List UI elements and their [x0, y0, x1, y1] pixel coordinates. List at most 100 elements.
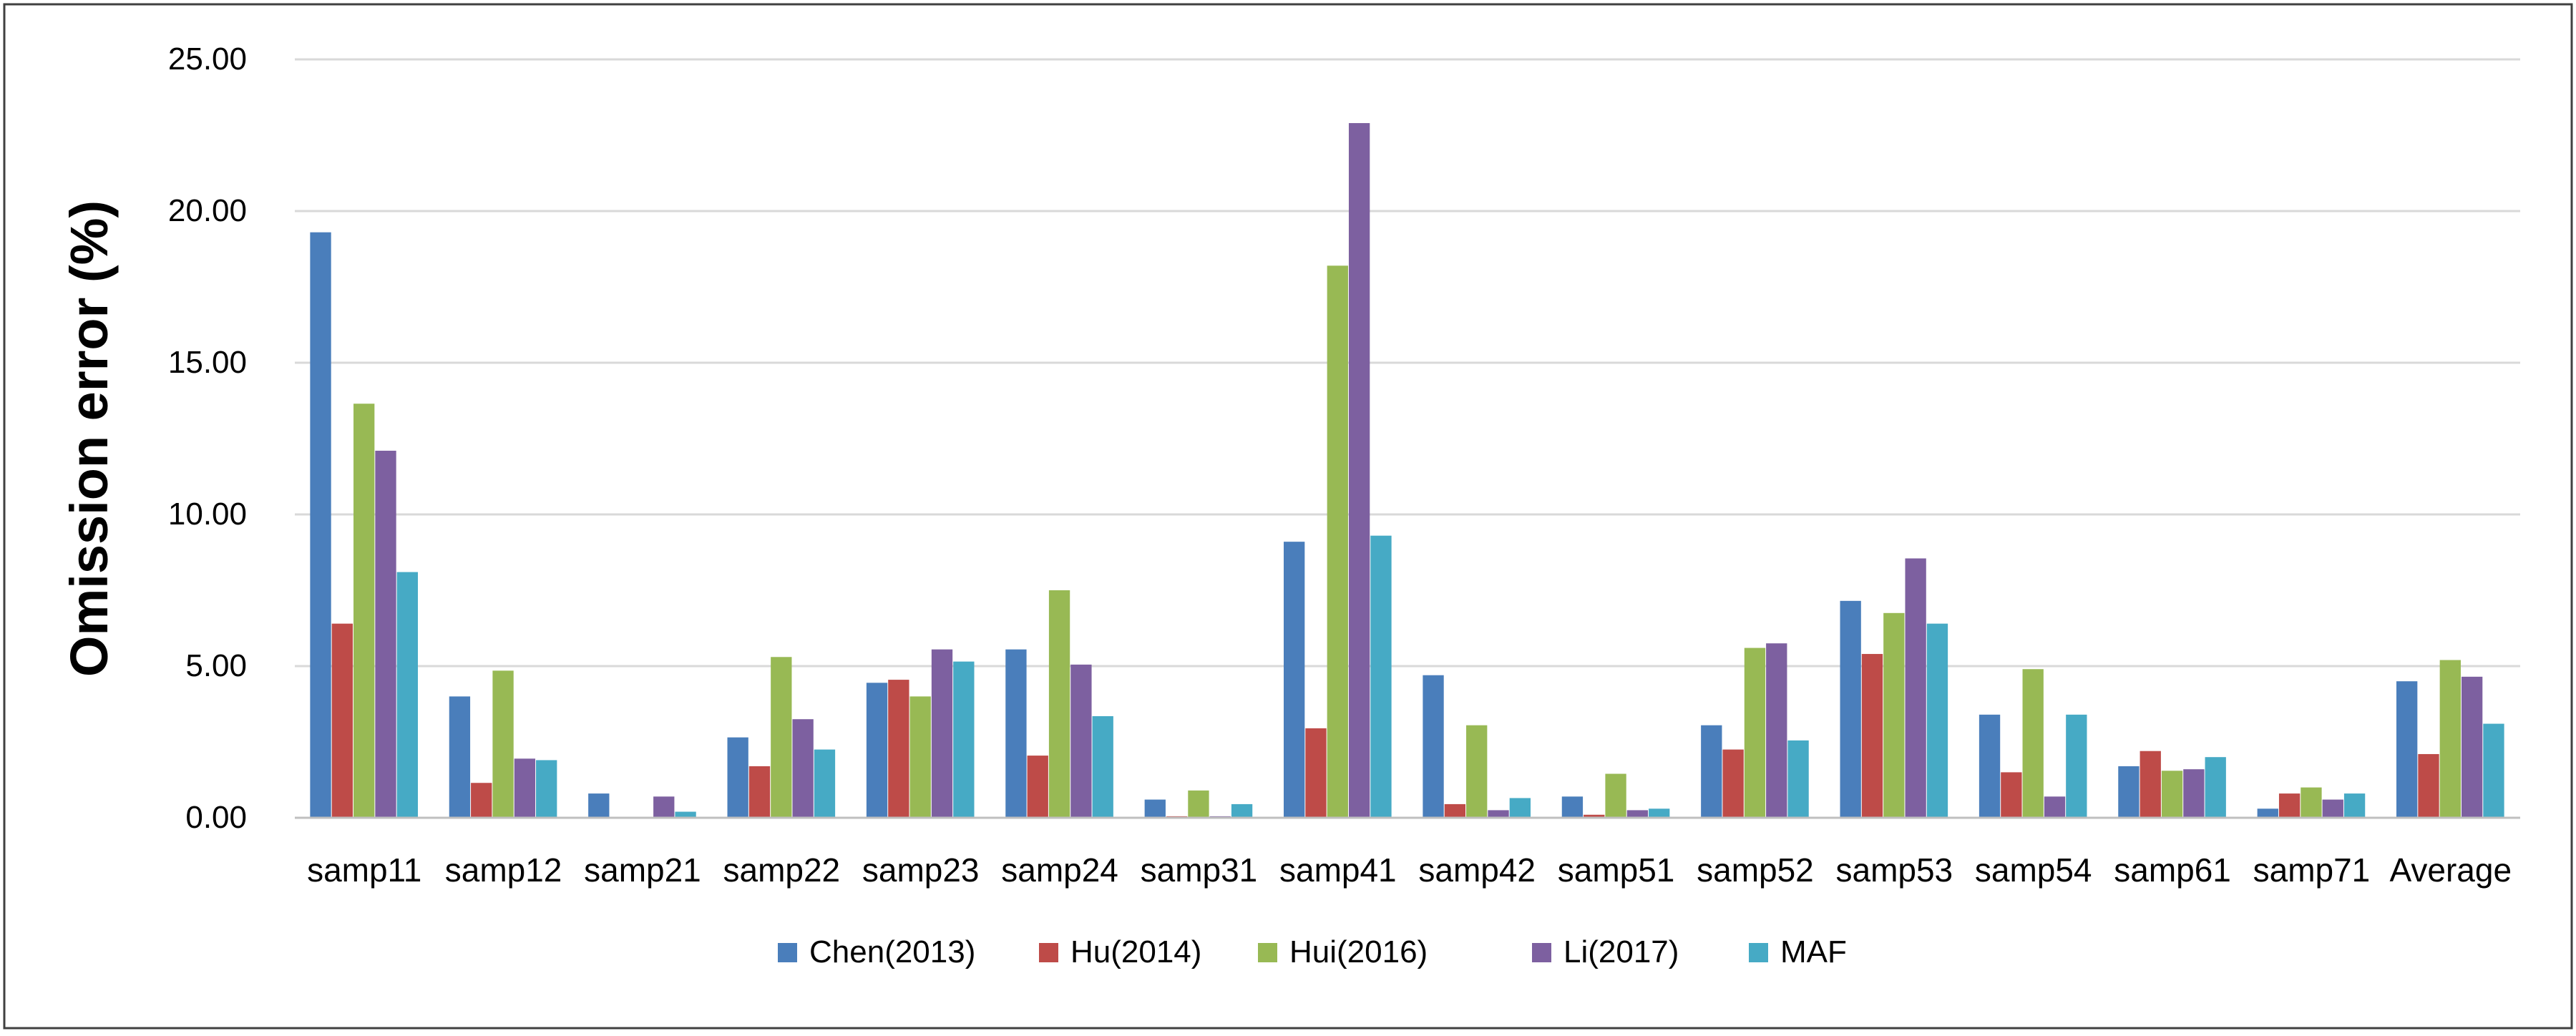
y-tick-label: 25.00	[168, 41, 247, 77]
bar-chen-2013-samp11	[310, 232, 331, 818]
bar-hu-2014-samp53	[1861, 654, 1883, 818]
bar-chen-2013-samp61	[2118, 766, 2140, 818]
x-tick-label: samp54	[1975, 851, 2092, 889]
bar-hu-2014-samp71	[2278, 793, 2301, 818]
bar-chen-2013-average	[2396, 681, 2418, 818]
x-tick-label: samp42	[1418, 851, 1536, 889]
bar-hu-2014-samp52	[1722, 749, 1744, 818]
x-tick-label: samp41	[1279, 851, 1397, 889]
bar-hu-2014-samp42	[1444, 803, 1466, 818]
bar-chen-2013-samp71	[2257, 808, 2278, 818]
bar-chen-2013-samp42	[1423, 675, 1444, 818]
bar-hu-2014-samp24	[1027, 756, 1048, 818]
bar-hu-2014-samp23	[888, 680, 909, 818]
x-tick-label: samp23	[862, 851, 980, 889]
y-axis-title: Omission error (%)	[59, 200, 119, 677]
legend-label: Li(2017)	[1563, 934, 1679, 969]
bar-li-2017-samp54	[2044, 796, 2066, 818]
gridlines	[295, 58, 2520, 668]
bar-li-2017-samp23	[931, 649, 953, 818]
bar-hui-2016-average	[2439, 660, 2461, 818]
legend-label: Hu(2014)	[1070, 934, 1201, 969]
x-tick-label: samp12	[445, 851, 562, 889]
y-tick-label: 20.00	[168, 193, 247, 228]
bar-chen-2013-samp23	[866, 683, 888, 818]
legend-swatch	[1749, 943, 1768, 962]
x-tick-label: samp53	[1835, 851, 1953, 889]
bar-chen-2013-samp22	[727, 737, 748, 818]
bar-maf-samp71	[2343, 793, 2366, 818]
bar-li-2017-samp71	[2322, 799, 2343, 818]
bar-chen-2013-samp54	[1979, 714, 2001, 818]
bar-chen-2013-samp53	[1840, 600, 1861, 818]
bar-maf-samp53	[1926, 623, 1948, 818]
bar-hui-2016-samp11	[353, 404, 375, 818]
bar-hu-2014-samp11	[331, 623, 353, 818]
chart-border	[3, 3, 2573, 1030]
bar-hui-2016-samp71	[2301, 787, 2322, 818]
bar-hui-2016-samp24	[1048, 590, 1070, 818]
x-tick-label: samp11	[307, 851, 421, 889]
x-axis-ticks: samp11 samp12 samp21 samp22 samp23 samp24 samp…	[307, 851, 2512, 889]
bar-chen-2013-samp21	[588, 793, 610, 818]
bar-li-2017-samp21	[653, 796, 675, 818]
bar-chen-2013-samp12	[449, 696, 471, 818]
bar-hui-2016-samp51	[1605, 773, 1626, 818]
bar-hui-2016-samp12	[492, 670, 514, 818]
bar-chen-2013-samp51	[1561, 796, 1584, 818]
x-tick-label: samp61	[2114, 851, 2231, 889]
bar-hui-2016-samp31	[1188, 790, 1209, 818]
bar-hu-2014-samp22	[748, 766, 771, 818]
bar-li-2017-samp42	[1488, 810, 1509, 818]
bar-hu-2014-samp51	[1584, 814, 1605, 818]
bar-hu-2014-samp12	[471, 783, 492, 818]
x-tick-label: Average	[2390, 851, 2512, 889]
bar-li-2017-samp52	[1766, 643, 1787, 818]
y-tick-label: 5.00	[185, 648, 247, 683]
bar-li-2017-samp12	[514, 758, 536, 818]
bar-chen-2013-samp24	[1005, 649, 1027, 818]
bar-li-2017-samp22	[792, 719, 814, 818]
y-tick-label: 0.00	[185, 800, 247, 835]
legend-swatch	[1532, 943, 1551, 962]
legend-swatch	[778, 943, 797, 962]
bar-hui-2016-samp54	[2022, 669, 2044, 818]
bar-hui-2016-samp41	[1327, 265, 1348, 818]
bar-maf-samp24	[1092, 715, 1113, 818]
legend-swatch	[1258, 943, 1277, 962]
bar-chen-2013-samp41	[1284, 542, 1305, 818]
bar-li-2017-samp11	[375, 450, 396, 818]
bar-chen-2013-samp52	[1701, 725, 1722, 818]
bar-li-2017-samp61	[2183, 769, 2205, 818]
bar-maf-samp22	[814, 749, 836, 818]
bar-hu-2014-samp54	[2001, 772, 2022, 818]
y-axis-ticks: 0.00 5.00 10.00 15.00 20.00 25.00	[168, 41, 247, 835]
bar-hui-2016-samp61	[2161, 771, 2183, 818]
bar-maf-average	[2483, 723, 2504, 818]
y-tick-label: 10.00	[168, 497, 247, 532]
x-tick-label: samp21	[584, 851, 701, 889]
bar-li-2017-samp51	[1626, 810, 1649, 818]
bar-hui-2016-samp22	[771, 657, 792, 818]
bar-chen-2013-samp31	[1144, 799, 1166, 818]
bar-hui-2016-samp23	[909, 696, 931, 818]
bar-maf-samp52	[1787, 740, 1809, 818]
bar-hu-2014-samp41	[1305, 728, 1327, 818]
bar-maf-samp41	[1370, 535, 1392, 818]
bar-maf-samp42	[1509, 798, 1531, 818]
bar-li-2017-samp53	[1905, 558, 1926, 818]
bar-hui-2016-samp42	[1466, 725, 1488, 818]
bar-maf-samp51	[1649, 808, 1670, 818]
bar-maf-samp31	[1231, 803, 1253, 818]
x-tick-label: samp24	[1001, 851, 1118, 889]
legend-label: MAF	[1780, 934, 1847, 969]
legend-label: Hui(2016)	[1289, 934, 1428, 969]
bar-hu-2014-average	[2418, 753, 2439, 818]
x-tick-label: samp31	[1141, 851, 1258, 889]
bar-maf-samp21	[675, 811, 696, 818]
bar-hui-2016-samp53	[1883, 612, 1905, 818]
bar-hui-2016-samp52	[1744, 648, 1766, 818]
legend-label: Chen(2013)	[809, 934, 975, 969]
bar-hu-2014-samp61	[2140, 751, 2161, 818]
